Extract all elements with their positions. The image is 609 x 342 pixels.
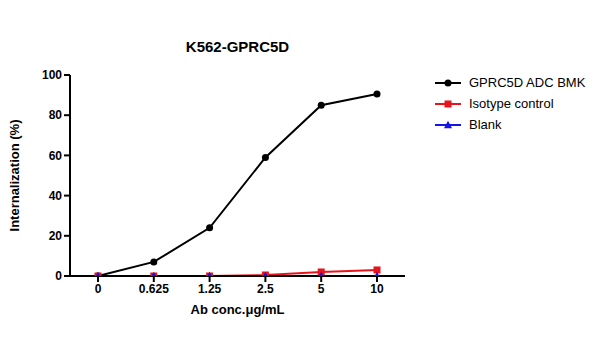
svg-text:5: 5 <box>318 282 325 296</box>
html-text:Isotype control: Isotype control <box>469 96 554 111</box>
html-text:Blank: Blank <box>469 117 502 132</box>
svg-text:1.25: 1.25 <box>198 282 222 296</box>
svg-text:2.5: 2.5 <box>257 282 274 296</box>
svg-text:Ab conc.μg/mL: Ab conc.μg/mL <box>191 302 285 317</box>
svg-text:20: 20 <box>49 229 63 243</box>
svg-text:0: 0 <box>55 269 62 283</box>
html-text:K562-GPRC5D: K562-GPRC5D <box>185 38 290 55</box>
html-text:GPRC5D ADC BMK: GPRC5D ADC BMK <box>469 75 586 90</box>
svg-text:10: 10 <box>370 282 384 296</box>
svg-text:0.625: 0.625 <box>139 282 169 296</box>
svg-text:80: 80 <box>49 108 63 122</box>
svg-text:100: 100 <box>42 68 62 82</box>
svg-text:60: 60 <box>49 149 63 163</box>
svg-text:40: 40 <box>49 189 63 203</box>
svg-text:0: 0 <box>95 282 102 296</box>
svg-text:Internalization (%): Internalization (%) <box>8 120 22 232</box>
